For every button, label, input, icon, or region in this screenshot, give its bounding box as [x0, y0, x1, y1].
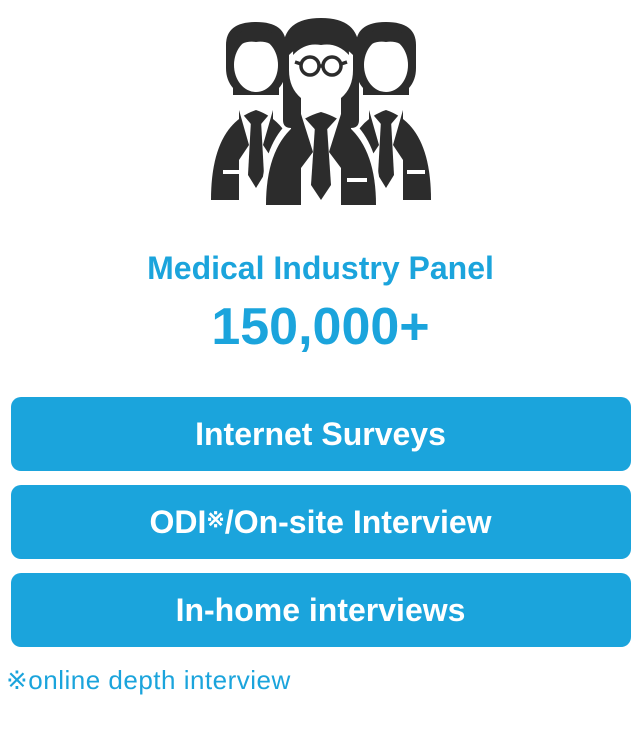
- service-pill-list: Internet Surveys ODI※/On-site Interview …: [11, 397, 631, 647]
- pill-in-home: In-home interviews: [11, 573, 631, 647]
- panel-count: 150,000+: [211, 297, 429, 357]
- pill-internet-surveys: Internet Surveys: [11, 397, 631, 471]
- people-icon-group: [161, 10, 481, 210]
- pill-odi-onsite: ODI※/On-site Interview: [11, 485, 631, 559]
- pill-label: In-home interviews: [176, 592, 466, 629]
- footnote: ※online depth interview: [6, 665, 291, 696]
- footnote-text: online depth interview: [28, 665, 291, 695]
- footnote-mark-icon: ※: [6, 665, 28, 695]
- pill-label: Internet Surveys: [195, 416, 446, 453]
- panel-title: Medical Industry Panel: [147, 250, 494, 287]
- pill-label-pre: ODI: [149, 504, 206, 541]
- three-business-people-icon: [161, 10, 481, 210]
- reference-mark-icon: ※: [206, 507, 224, 533]
- pill-label-post: /On-site Interview: [225, 504, 492, 541]
